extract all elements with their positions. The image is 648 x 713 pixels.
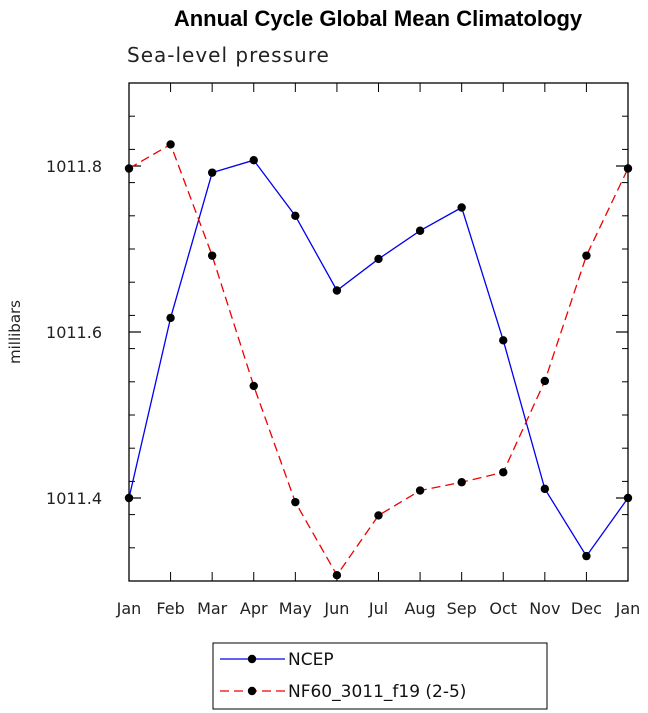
series-2-point (623, 164, 633, 173)
legend-entry-2: NF60_3011_f19 (2-5) (288, 682, 466, 702)
chart-title: Annual Cycle Global Mean Climatology (174, 6, 583, 31)
series-2-line (128, 143, 629, 577)
series-2-point (540, 376, 550, 386)
series-1-point (124, 493, 134, 503)
legend-marker-2 (247, 686, 257, 696)
series-2-point (582, 251, 591, 260)
series-2-point (499, 468, 508, 477)
x-tick-label: Aug (404, 599, 435, 618)
series-2-point (249, 381, 258, 391)
series-1-point (166, 313, 175, 323)
chart-subtitle: Sea-level pressure (127, 43, 330, 67)
legend-marker-1 (247, 654, 257, 664)
x-tick-label: Oct (489, 599, 517, 618)
series-1-point (207, 168, 217, 177)
x-tick-label: Jun (323, 599, 349, 618)
series-1-point (291, 211, 300, 220)
series-1-line (128, 159, 629, 558)
series-1-point (374, 254, 383, 264)
y-tick-label: 1011.4 (46, 489, 102, 508)
series-1-point (623, 493, 633, 503)
legend: NCEP NF60_3011_f19 (2-5) (212, 642, 548, 710)
y-axis-label: millibars (6, 300, 24, 364)
series-1-point (249, 155, 258, 165)
x-tick-label: Feb (156, 599, 184, 618)
series-1-point (540, 484, 550, 494)
series-2-point (332, 570, 342, 580)
series-1-point (582, 551, 591, 561)
series-1-point (332, 286, 342, 295)
series-layer (124, 140, 633, 580)
series-2-point (374, 511, 383, 520)
x-tick-label: Jan (615, 599, 641, 618)
x-tick-label: Dec (571, 599, 602, 618)
series-2-point (291, 497, 300, 507)
y-tick-label: 1011.8 (46, 157, 102, 176)
series-1-point (415, 226, 425, 235)
series-2-point (207, 251, 217, 260)
series-2-point (415, 486, 425, 495)
legend-entry-1: NCEP (288, 650, 334, 670)
x-tick-label: Nov (529, 599, 560, 618)
x-tick-label: May (279, 599, 312, 618)
series-2-point (457, 478, 466, 487)
y-tick-label: 1011.6 (46, 323, 102, 342)
x-tick-label: Sep (447, 599, 477, 618)
plot-axes: Jan Feb Mar Apr May Jun Jul Aug Sep Oct Nov Dec Jan 1… (46, 82, 641, 618)
x-tick-label: Mar (197, 599, 228, 618)
series-1-point (457, 203, 466, 212)
x-tick-label: Apr (240, 599, 268, 618)
legend-box (212, 642, 548, 710)
plot-frame (128, 82, 629, 582)
x-tick-label: Jul (368, 599, 388, 618)
series-1-point (499, 336, 508, 345)
series-2-point (124, 164, 134, 173)
series-2-point (166, 140, 175, 149)
x-tick-label: Jan (116, 599, 142, 618)
